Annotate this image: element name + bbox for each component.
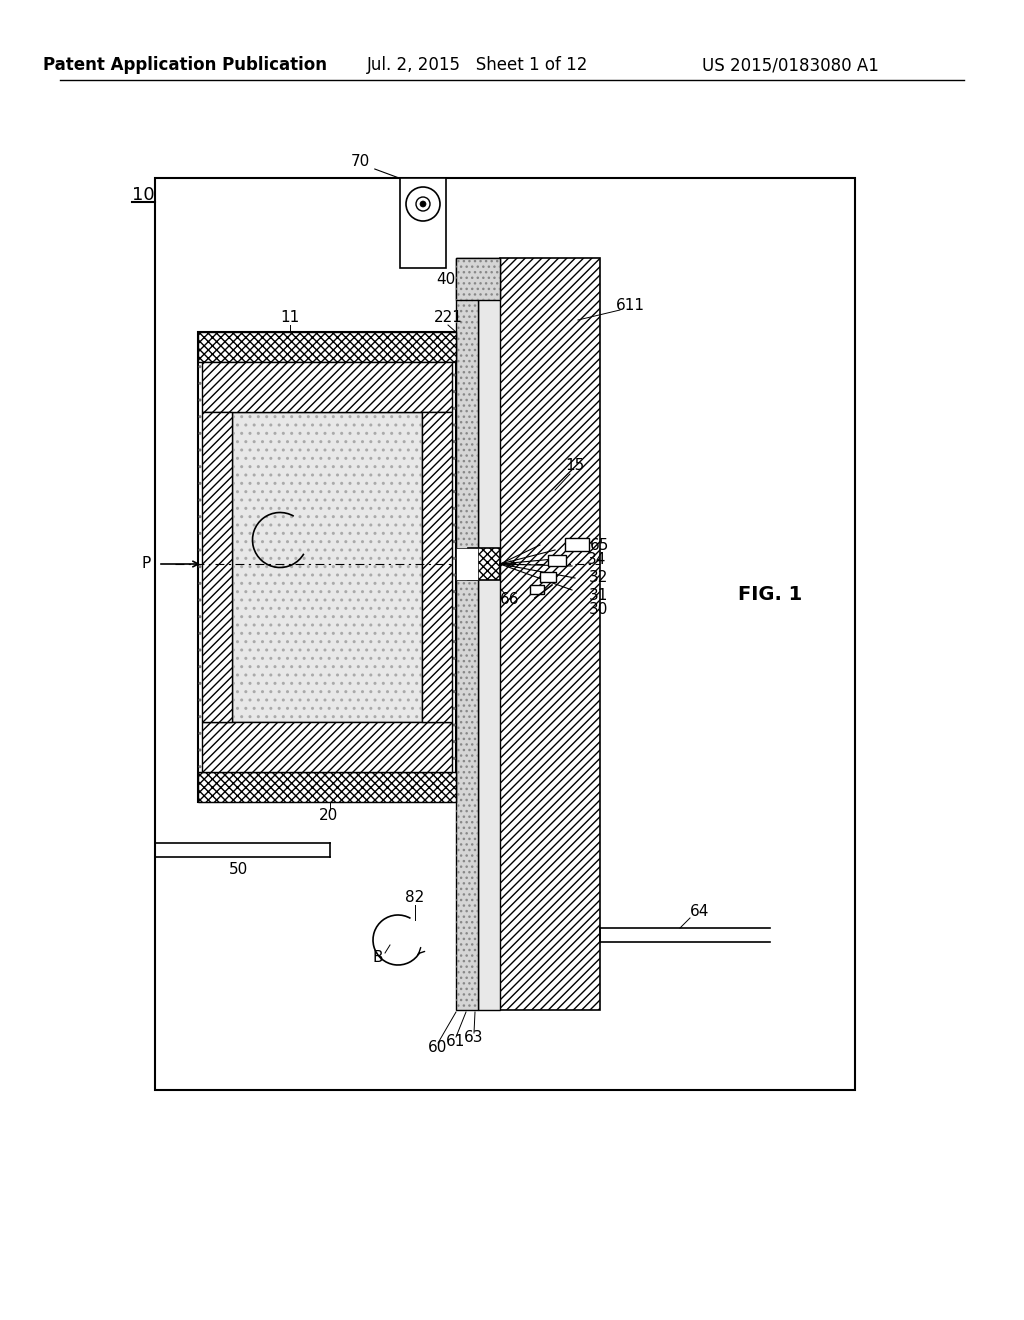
Text: 31: 31 [589, 589, 607, 603]
Bar [540, 572, 556, 582]
Bar [202, 412, 232, 722]
Text: Jul. 2, 2015   Sheet 1 of 12: Jul. 2, 2015 Sheet 1 of 12 [368, 55, 589, 74]
Text: P: P [141, 557, 151, 572]
Text: 21: 21 [300, 548, 319, 562]
Text: 32: 32 [589, 570, 607, 586]
Bar [198, 333, 456, 803]
Bar [456, 257, 500, 300]
Bar [548, 554, 566, 566]
Bar [155, 178, 855, 1090]
Text: 63: 63 [464, 1031, 483, 1045]
Text: 64: 64 [690, 904, 710, 920]
Text: 20: 20 [318, 808, 338, 822]
Text: 60: 60 [428, 1040, 447, 1056]
Text: 10: 10 [132, 186, 155, 205]
Bar [565, 539, 589, 550]
Bar [202, 362, 452, 412]
Text: 34: 34 [588, 553, 606, 568]
Text: 61: 61 [446, 1035, 466, 1049]
Bar [232, 412, 422, 722]
Text: 30: 30 [589, 602, 607, 618]
Bar [422, 412, 452, 722]
Bar [400, 178, 446, 268]
Text: 23: 23 [385, 360, 404, 375]
Bar [202, 722, 452, 772]
Bar [500, 257, 600, 1010]
Text: 66: 66 [501, 593, 520, 607]
Bar [456, 257, 478, 1010]
Text: 221: 221 [433, 310, 463, 326]
Text: 15: 15 [565, 458, 585, 473]
Text: 65: 65 [590, 537, 609, 553]
Bar [198, 333, 456, 803]
Text: B: B [373, 950, 383, 965]
Text: A: A [255, 507, 265, 523]
Text: 611: 611 [615, 297, 644, 313]
Circle shape [420, 201, 426, 207]
Text: 81: 81 [215, 602, 234, 618]
Text: 11: 11 [281, 310, 300, 326]
Bar [232, 412, 422, 722]
Bar [478, 257, 500, 1010]
Bar [530, 585, 544, 594]
Bar [456, 257, 478, 1010]
Text: 70: 70 [350, 154, 370, 169]
Text: 82: 82 [406, 891, 425, 906]
Circle shape [406, 187, 440, 220]
Bar [456, 548, 478, 579]
Text: FIG. 1: FIG. 1 [738, 586, 802, 605]
Bar [198, 333, 456, 362]
Bar [198, 772, 456, 803]
Text: 40: 40 [436, 272, 456, 288]
Text: 50: 50 [228, 862, 248, 878]
Text: US 2015/0183080 A1: US 2015/0183080 A1 [701, 55, 879, 74]
Text: Patent Application Publication: Patent Application Publication [43, 55, 327, 74]
Bar [468, 548, 500, 579]
Bar [500, 257, 600, 1010]
Text: 13: 13 [228, 388, 248, 403]
Bar [456, 257, 500, 300]
Circle shape [416, 197, 430, 211]
Text: 22: 22 [406, 447, 425, 462]
